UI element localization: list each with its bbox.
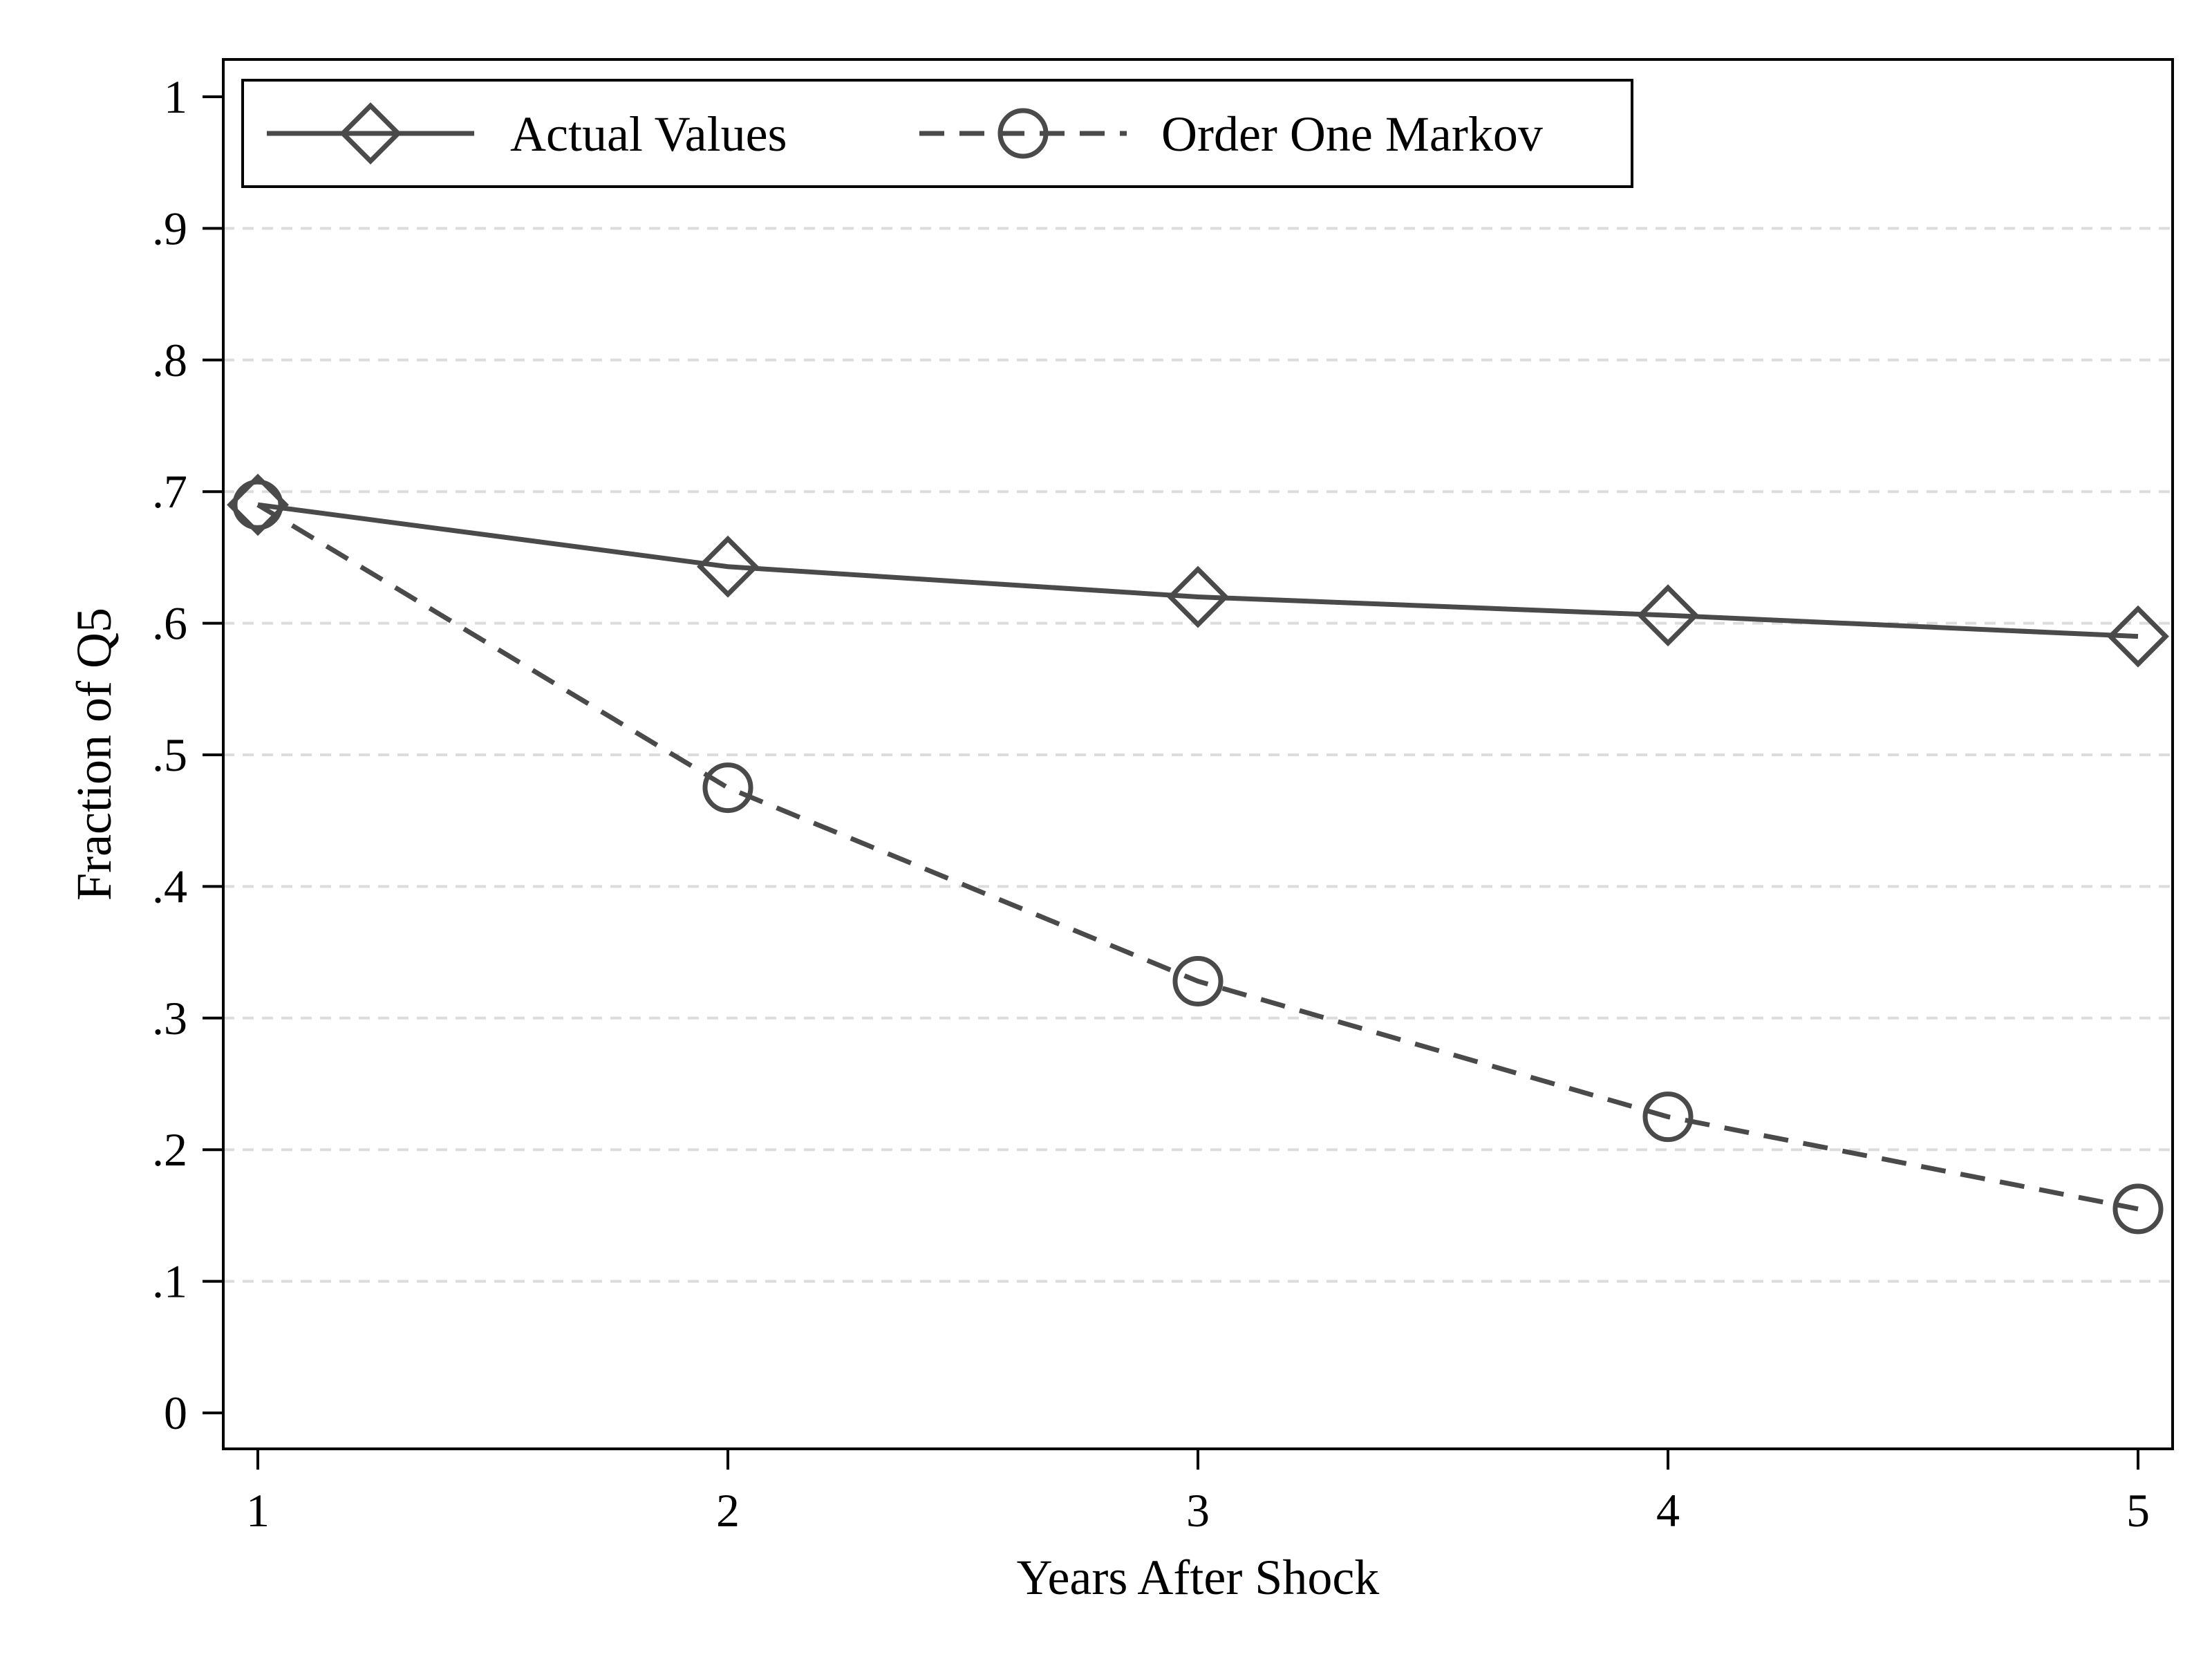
legend-circle-icon: [997, 108, 1049, 159]
legend-label: Order One Markov: [1161, 106, 1543, 162]
y-tick-label: .8: [152, 334, 187, 386]
legend-label: Actual Values: [510, 106, 787, 162]
y-tick-label: .1: [152, 1255, 187, 1308]
series-actual-values: [227, 474, 2169, 668]
x-tick-label: 3: [1186, 1484, 1210, 1537]
series-line: [257, 502, 2139, 639]
diamond-marker: [697, 535, 759, 598]
legend-item-actual-values: Actual Values: [267, 102, 787, 165]
y-axis-title: Fraction of Q5: [66, 608, 122, 901]
grid-lines: [223, 227, 2173, 1283]
y-tick-label: .3: [152, 992, 187, 1044]
circle-marker: [702, 762, 753, 814]
x-tick-label: 2: [716, 1484, 740, 1537]
series-order-one-markov: [232, 479, 2164, 1235]
x-tick-label: 4: [1656, 1484, 1680, 1537]
y-tick-label: .5: [152, 729, 187, 781]
y-tick-label: .6: [152, 597, 187, 650]
y-tick-label: .7: [152, 465, 187, 518]
legend: Actual Values Order One Markov: [241, 79, 1633, 188]
circle-marker: [232, 479, 283, 530]
diamond-marker: [1637, 584, 1699, 647]
series: [227, 474, 2169, 1235]
axes: 0 .1 .2 .3 .4 .5 .6 .7 .8 .9 1 1 2 3 4 5: [152, 58, 2174, 1537]
circle-marker: [1642, 1091, 1694, 1143]
legend-item-order-one-markov: Order One Markov: [919, 106, 1543, 162]
circle-marker: [1172, 955, 1224, 1006]
y-tick-label: .4: [152, 860, 187, 912]
legend-diamond-icon: [339, 102, 402, 165]
y-tick-label: 0: [164, 1387, 187, 1439]
series-line: [256, 503, 2139, 1212]
x-tick-label: 5: [2126, 1484, 2150, 1537]
diamond-marker: [227, 474, 289, 536]
y-tick-label: .2: [152, 1123, 187, 1176]
circle-marker: [2112, 1183, 2164, 1235]
diamond-marker: [1167, 565, 1229, 628]
y-tick-label: .9: [152, 202, 187, 254]
x-tick-label: 1: [246, 1484, 270, 1537]
y-tick-label: 1: [164, 71, 187, 123]
diamond-marker: [2107, 605, 2169, 668]
x-axis-title: Years After Shock: [1017, 1550, 1380, 1605]
